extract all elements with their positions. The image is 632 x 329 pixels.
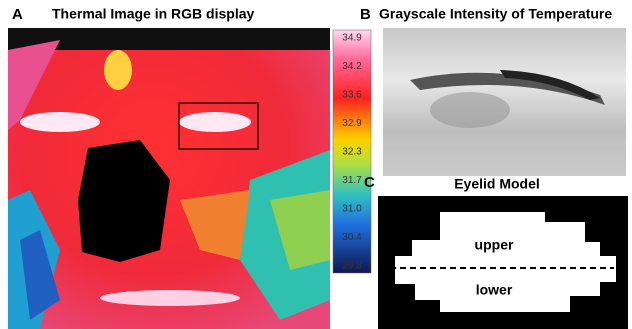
colorbar-labels: 34.9 34.2 33.6 32.9 32.3 31.7 31.0 30.4 29.8 <box>342 33 362 272</box>
colorbar-label: 29.8 <box>342 261 362 272</box>
colorbar-label: 34.9 <box>342 33 362 44</box>
colorbar-label: 32.9 <box>342 118 362 129</box>
panel-title: Eyelid Model <box>454 176 540 192</box>
region-label: lower <box>476 282 513 298</box>
eyelid-model: upper lower <box>378 196 628 329</box>
region-label: upper <box>475 237 514 253</box>
panel-label: C <box>364 174 375 191</box>
colorbar-label: 30.4 <box>342 232 362 243</box>
page: A Thermal Image in RGB display 34.934.23… <box>0 0 632 329</box>
panel-label: B <box>360 6 371 23</box>
panel-title: Grayscale Intensity of Temperature <box>379 6 612 22</box>
grayscale-image <box>383 28 626 176</box>
colorbar-label: 34.2 <box>342 61 362 72</box>
figure: A Thermal Image in RGB display 34.934.23… <box>0 0 632 329</box>
colorbar-label: 32.3 <box>342 147 362 158</box>
thermal-image <box>8 28 330 329</box>
panel-label: A <box>12 6 23 23</box>
colorbar-label: 33.6 <box>342 90 362 101</box>
colorbar-label: 31.7 <box>342 175 362 186</box>
colorbar-label: 31.0 <box>342 204 362 215</box>
panel-title: Thermal Image in RGB display <box>52 6 254 22</box>
